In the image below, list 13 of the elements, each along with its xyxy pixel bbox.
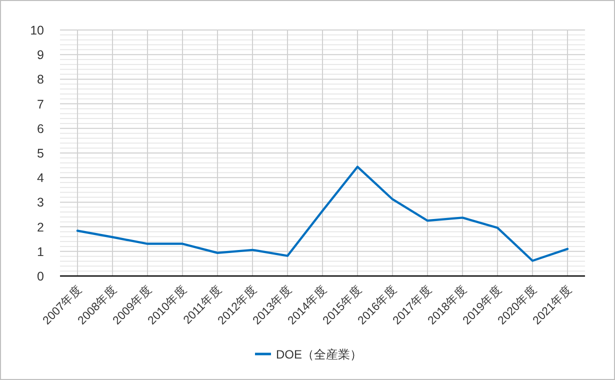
y-tick-label: 6 bbox=[37, 122, 44, 136]
legend-label: DOE（全産業） bbox=[276, 348, 362, 362]
y-tick-label: 3 bbox=[37, 196, 44, 210]
y-tick-label: 1 bbox=[37, 244, 44, 259]
y-tick-label: 5 bbox=[37, 146, 44, 160]
y-tick-label: 7 bbox=[37, 97, 44, 112]
y-tick-label: 2 bbox=[37, 220, 44, 234]
y-tick-label: 10 bbox=[30, 24, 44, 38]
y-tick-label: 9 bbox=[37, 48, 44, 62]
line-series bbox=[76, 166, 569, 262]
y-tick-label: 4 bbox=[37, 171, 44, 186]
y-tick-label: 8 bbox=[37, 72, 44, 87]
y-tick-label: 0 bbox=[37, 270, 44, 284]
